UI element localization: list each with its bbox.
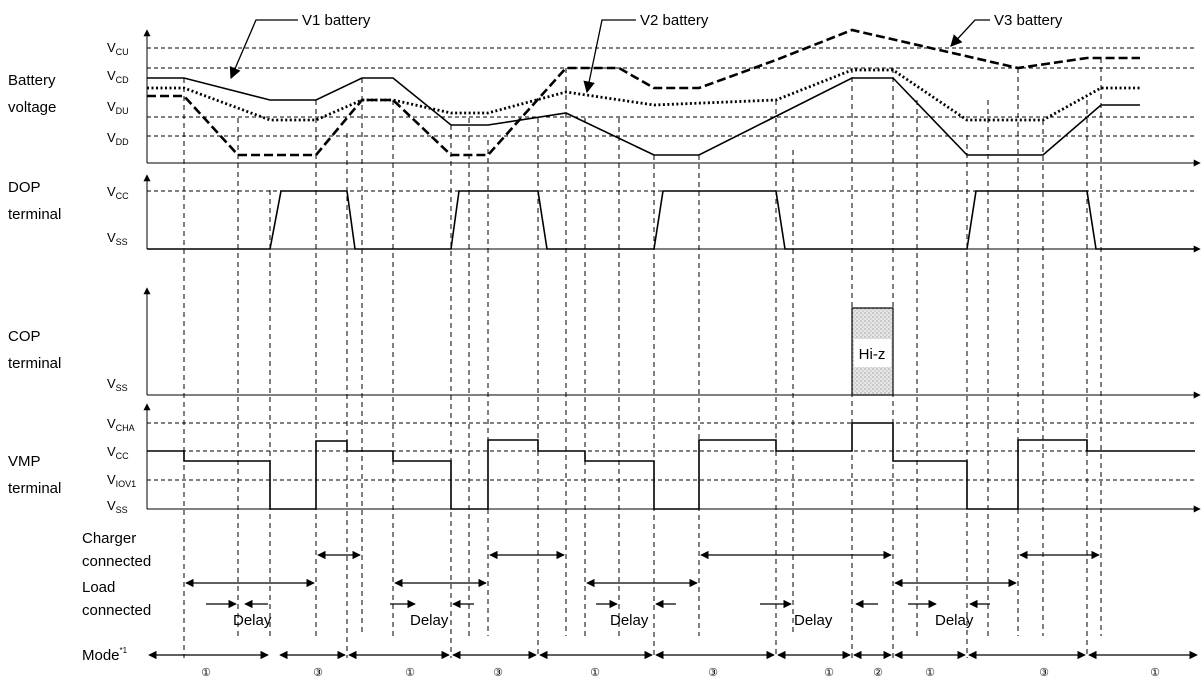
mode-value-2: ③ (313, 667, 323, 679)
vmp-level-vcha: VCHA (107, 416, 135, 433)
mode-value-9: ① (925, 667, 935, 679)
mode-value-5: ① (590, 667, 600, 679)
level-vdd: VDD (107, 130, 129, 147)
load-label-1: Load (82, 579, 115, 596)
delay-label-1: Delay (233, 612, 272, 629)
dop-label-2: terminal (8, 206, 61, 223)
vmp-level-vcc: VCC (107, 444, 129, 461)
mode-value-7: ① (824, 667, 834, 679)
delay-label-5: Delay (935, 612, 974, 629)
v2-battery-label: V2 battery (640, 12, 709, 29)
hi-z-label: Hi-z (859, 346, 886, 363)
v1-callout: V1 battery (229, 12, 371, 80)
level-vdu: VDU (107, 99, 129, 116)
v2-callout: V2 battery (583, 12, 709, 94)
dop-level-vcc: VCC (107, 184, 129, 201)
mode-value-1: ① (201, 667, 211, 679)
vmp-label-1: VMP (8, 453, 41, 470)
mode-value-11: ① (1150, 667, 1160, 679)
v1-battery-curve (147, 77, 1140, 156)
delay-label-2: Delay (410, 612, 449, 629)
load-label-2: connected (82, 602, 151, 619)
mode-value-3: ① (405, 667, 415, 679)
vmp-waveform (147, 422, 1195, 510)
dop-level-vss: VSS (107, 230, 128, 247)
mode-label: Mode*1 (82, 646, 128, 664)
mode-values: ① ③ ① ③ ① ③ ① ② ① ③ ① (201, 667, 1160, 679)
charger-label-2: connected (82, 553, 151, 570)
dop-axes (143, 174, 1201, 253)
v3-battery-label: V3 battery (994, 12, 1063, 29)
vmp-level-viov1: VIOV1 (107, 472, 136, 489)
hi-z-label-bg (854, 339, 891, 367)
vmp-axes (143, 403, 1201, 513)
v1-battery-label: V1 battery (302, 12, 371, 29)
mode-value-10: ③ (1039, 667, 1049, 679)
mode-value-6: ③ (708, 667, 718, 679)
battery-voltage-label-1: Battery (8, 72, 56, 89)
vmp-label-2: terminal (8, 480, 61, 497)
v2-battery-curve (147, 68, 1140, 122)
delay-label-3: Delay (610, 612, 649, 629)
cop-label-1: COP (8, 328, 41, 345)
v3-callout: V3 battery (950, 12, 1063, 47)
cop-label-2: terminal (8, 355, 61, 372)
vmp-level-vss: VSS (107, 498, 128, 515)
charger-label-1: Charger (82, 530, 136, 547)
v3-battery-curve (147, 28, 1140, 157)
dop-label-1: DOP (8, 179, 41, 196)
battery-voltage-axes (143, 29, 1201, 167)
level-vcu: VCU (107, 40, 129, 57)
cop-level-vss: VSS (107, 376, 128, 393)
delay-label-4: Delay (794, 612, 833, 629)
dop-waveform (147, 190, 1195, 250)
cop-axes (143, 287, 1201, 399)
battery-voltage-label-2: voltage (8, 99, 56, 116)
level-vcd: VCD (107, 68, 129, 85)
mode-value-8: ② (873, 667, 883, 679)
mode-value-4: ③ (493, 667, 503, 679)
